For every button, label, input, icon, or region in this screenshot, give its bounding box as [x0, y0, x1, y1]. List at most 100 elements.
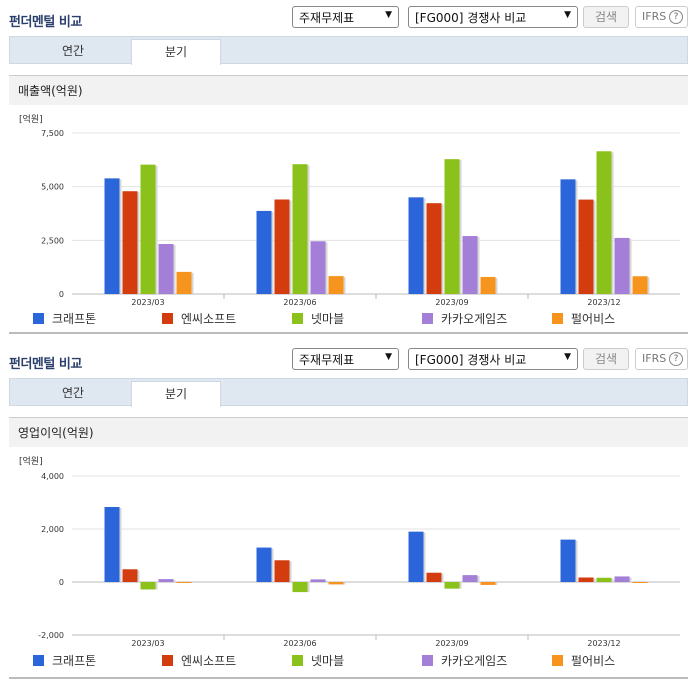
x-tick-label: 2023/06 — [283, 639, 316, 648]
page-title: 펀더멘털 비교 — [9, 15, 82, 30]
bar — [426, 572, 442, 582]
x-tick-label: 2023/12 — [587, 298, 620, 307]
y-tick-label: 4,000 — [41, 472, 64, 481]
bar — [104, 178, 120, 294]
chart-title: 영업이익(억원) — [9, 417, 688, 447]
bar — [328, 276, 344, 294]
legend-swatch — [33, 313, 44, 324]
chevron-down-icon: ▼ — [564, 352, 571, 362]
x-tick-label: 2023/03 — [131, 639, 164, 648]
panel-divider — [9, 332, 688, 334]
statement-select-value: 주재무제표 — [299, 353, 355, 367]
page-title: 펀더멘털 비교 — [9, 357, 82, 372]
period-tabs: 연간 분기 — [9, 378, 688, 407]
bar — [560, 539, 576, 582]
compare-select-value: [FG000] 경쟁사 비교 — [415, 11, 527, 25]
compare-select[interactable]: [FG000] 경쟁사 비교 ▼ — [408, 6, 578, 28]
legend-label: 카카오게임즈 — [441, 312, 508, 326]
legend-label: 펄어비스 — [571, 312, 616, 326]
x-tick-label: 2023/12 — [587, 639, 620, 648]
chevron-down-icon: ▼ — [385, 352, 392, 362]
legend-item[interactable]: 펄어비스 — [552, 310, 615, 327]
bar — [140, 582, 156, 590]
bar — [158, 579, 174, 582]
bar — [256, 547, 272, 582]
bar — [104, 507, 120, 582]
x-tick-label: 2023/09 — [435, 639, 468, 648]
legend-label: 엔씨소프트 — [181, 312, 237, 326]
ifrs-button[interactable]: IFRS ? — [635, 348, 688, 370]
legend-label: 넷마블 — [311, 312, 345, 326]
tab-annual[interactable]: 연간 — [61, 386, 85, 400]
tab-quarterly[interactable]: 분기 — [131, 39, 221, 65]
statement-select-value: 주재무제표 — [299, 11, 355, 25]
legend-label: 펄어비스 — [571, 654, 616, 668]
bar — [596, 577, 612, 582]
ifrs-label: IFRS — [642, 352, 667, 365]
bar — [292, 582, 308, 593]
chevron-down-icon: ▼ — [564, 10, 571, 20]
legend-swatch — [162, 313, 173, 324]
legend-swatch — [162, 655, 173, 666]
x-tick-label: 2023/06 — [283, 298, 316, 307]
y-tick-label: 5,000 — [41, 183, 64, 192]
bar — [328, 582, 344, 585]
y-tick-label: 0 — [59, 578, 64, 587]
bar — [176, 582, 192, 583]
y-tick-label: 0 — [59, 290, 64, 299]
help-icon[interactable]: ? — [669, 352, 683, 366]
revenue-chart: [억원] 0 2,500 5,000 7,500 2023/03 2023/06 2023/0… — [19, 113, 680, 307]
chevron-down-icon: ▼ — [385, 10, 392, 20]
bar — [480, 582, 496, 585]
legend-label: 크래프톤 — [52, 312, 97, 326]
chart-title: 매출액(억원) — [9, 75, 688, 105]
tab-annual[interactable]: 연간 — [61, 44, 85, 58]
unit-label: [억원] — [19, 113, 43, 125]
tab-quarterly[interactable]: 분기 — [131, 381, 221, 407]
legend-label: 카카오게임즈 — [441, 654, 508, 668]
legend-item[interactable]: 크래프톤 — [33, 652, 96, 669]
bar — [122, 569, 138, 582]
legend-swatch — [33, 655, 44, 666]
bar — [462, 236, 478, 294]
bar — [122, 191, 138, 294]
bar — [596, 151, 612, 294]
help-icon[interactable]: ? — [669, 10, 683, 24]
legend-item[interactable]: 펄어비스 — [552, 652, 615, 669]
statement-select[interactable]: 주재무제표 ▼ — [292, 348, 399, 370]
legend-item[interactable]: 엔씨소프트 — [162, 652, 236, 669]
legend-item[interactable]: 카카오게임즈 — [422, 310, 507, 327]
bar — [408, 197, 424, 294]
legend-swatch — [422, 313, 433, 324]
compare-select-value: [FG000] 경쟁사 비교 — [415, 353, 527, 367]
compare-select[interactable]: [FG000] 경쟁사 비교 ▼ — [408, 348, 578, 370]
search-button[interactable]: 검색 — [583, 348, 629, 370]
legend-label: 넷마블 — [311, 654, 345, 668]
x-tick-label: 2023/09 — [435, 298, 468, 307]
operating-income-chart: [억원] -2,000 0 2,000 4,000 2023/03 2023/06 2023/… — [19, 455, 680, 648]
statement-select[interactable]: 주재무제표 ▼ — [292, 6, 399, 28]
bar — [480, 276, 496, 294]
bar — [560, 179, 576, 294]
search-button[interactable]: 검색 — [583, 6, 629, 28]
legend-item[interactable]: 카카오게임즈 — [422, 652, 507, 669]
bar — [632, 582, 648, 583]
ifrs-button[interactable]: IFRS ? — [635, 6, 688, 28]
legend-item[interactable]: 넷마블 — [292, 310, 344, 327]
y-tick-label: 2,500 — [41, 236, 64, 245]
bar — [274, 199, 290, 294]
bar — [256, 210, 272, 294]
bar — [176, 271, 192, 294]
bar — [408, 531, 424, 582]
bar — [292, 164, 308, 294]
legend-item[interactable]: 넷마블 — [292, 652, 344, 669]
y-tick-label: 7,500 — [41, 129, 64, 138]
y-tick-label: 2,000 — [41, 525, 64, 534]
bar — [140, 164, 156, 294]
legend-item[interactable]: 크래프톤 — [33, 310, 96, 327]
legend-item[interactable]: 엔씨소프트 — [162, 310, 236, 327]
bar — [274, 560, 290, 582]
bar — [310, 241, 326, 294]
bar — [614, 237, 630, 294]
x-tick-label: 2023/03 — [131, 298, 164, 307]
